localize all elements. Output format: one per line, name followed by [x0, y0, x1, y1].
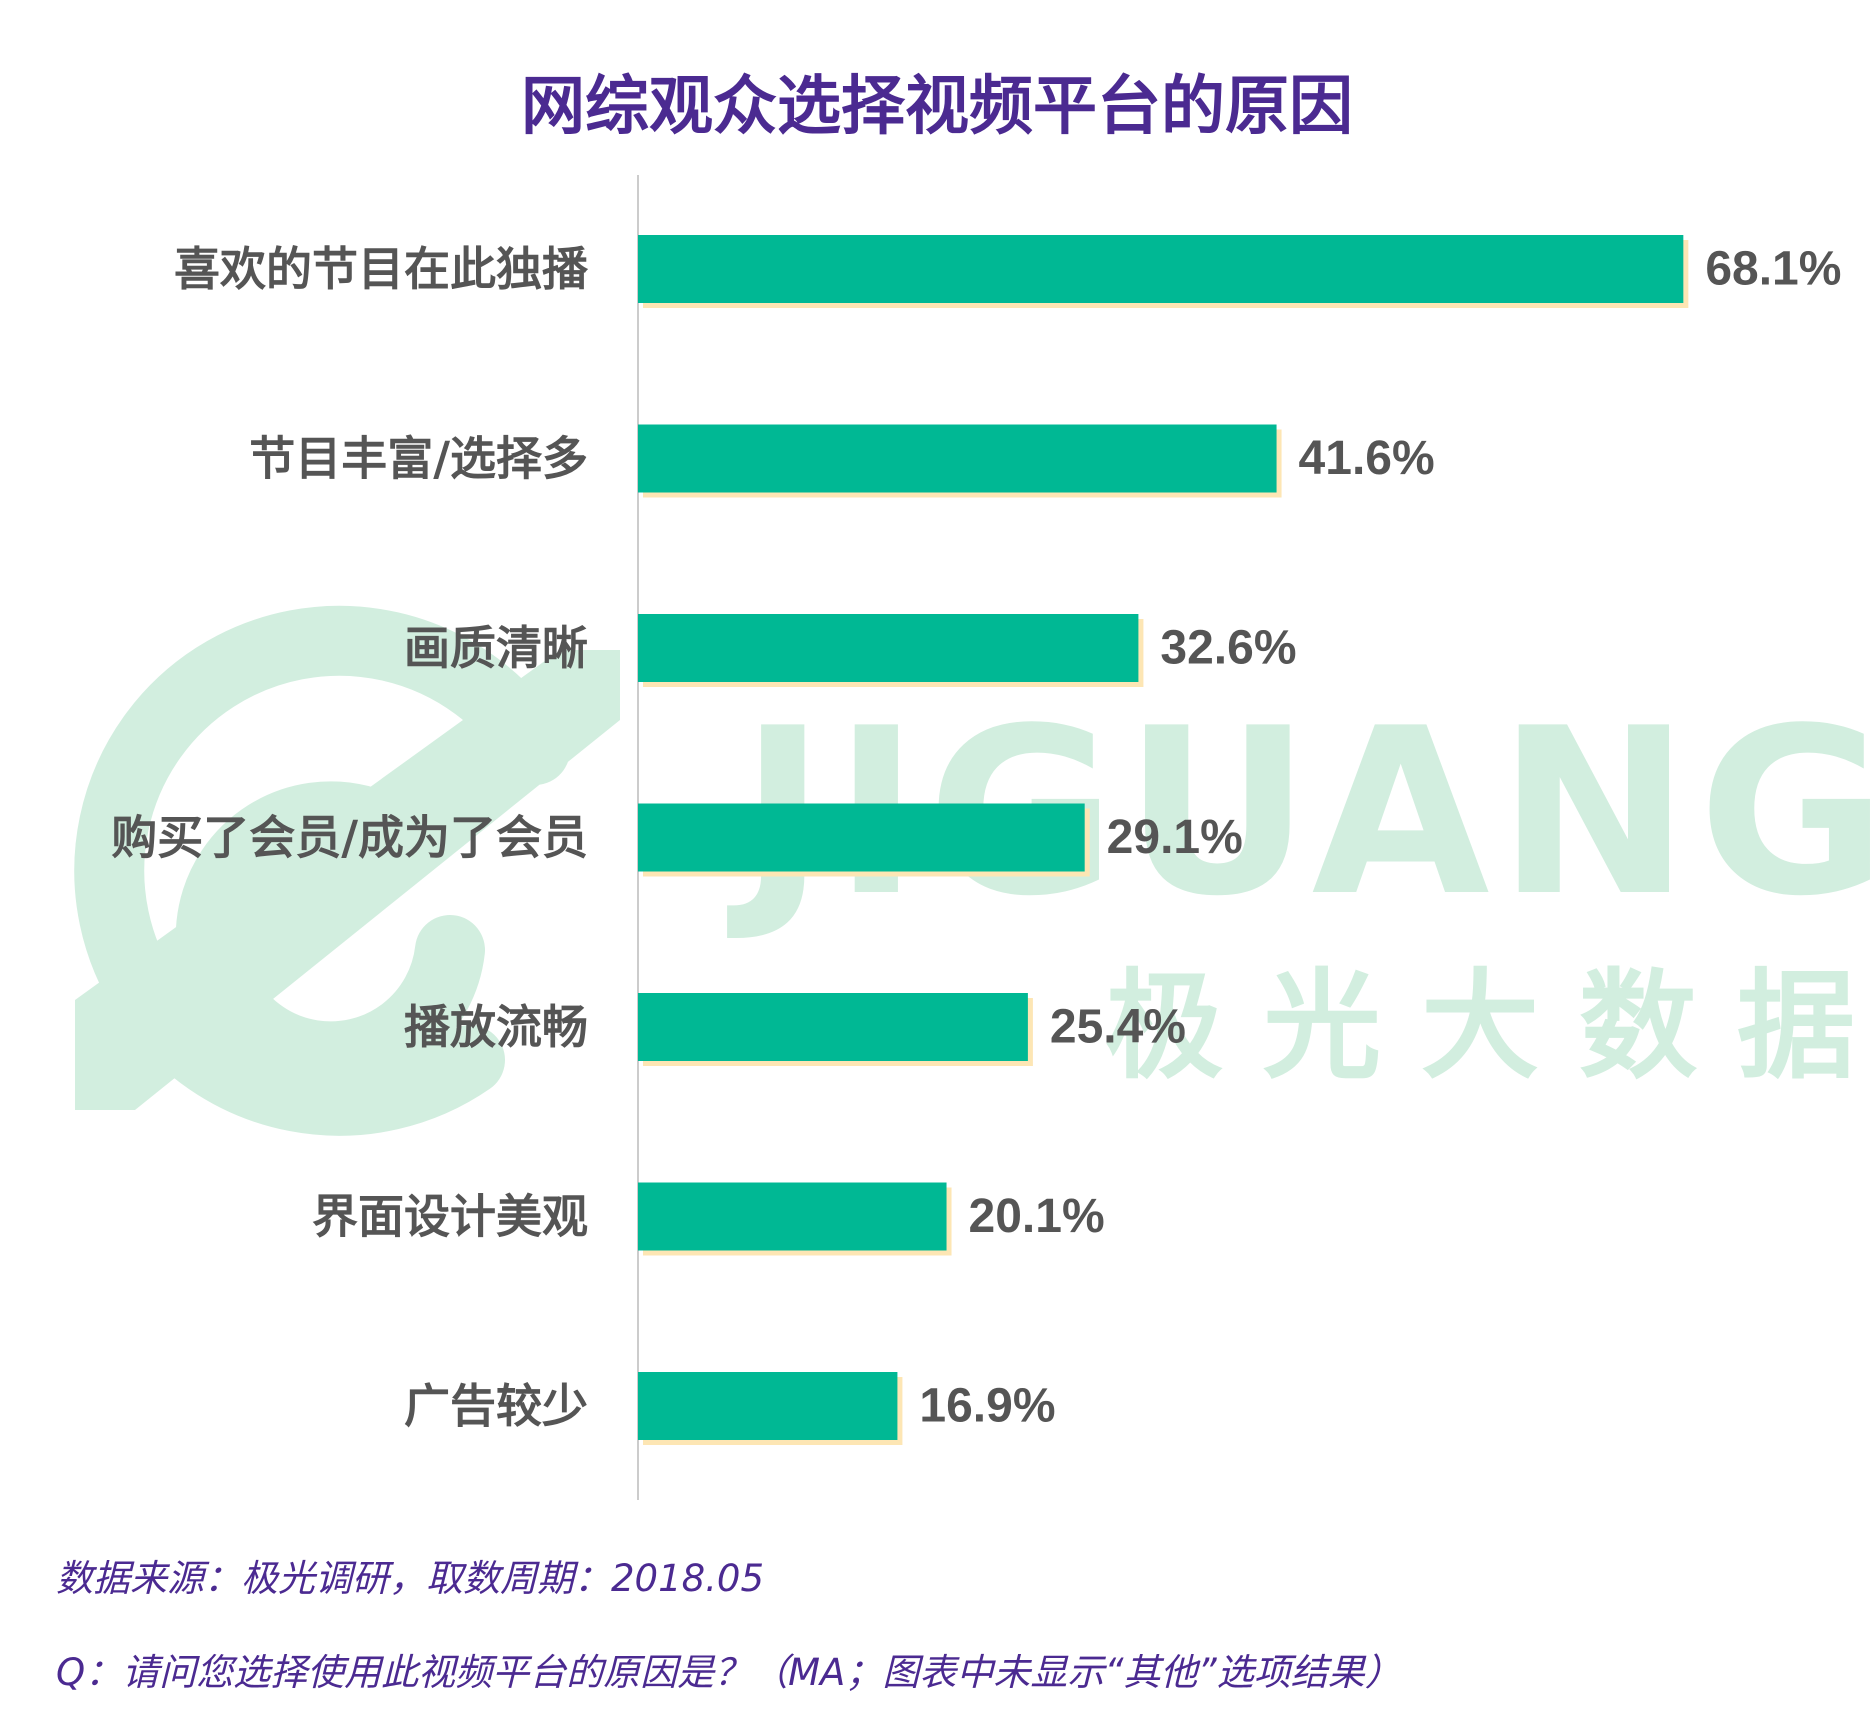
- bar: [638, 235, 1684, 303]
- value-label: 29.1%: [1107, 811, 1243, 864]
- bar: [638, 424, 1277, 493]
- bar: [638, 1372, 898, 1440]
- category-label: 喜欢的节目在此独播: [174, 242, 589, 296]
- bar: [638, 614, 1139, 682]
- value-label: 20.1%: [969, 1190, 1105, 1243]
- bar: [638, 803, 1085, 872]
- value-label: 32.6%: [1160, 622, 1296, 675]
- value-label: 16.9%: [919, 1380, 1055, 1433]
- category-label: 界面设计美观: [312, 1190, 588, 1244]
- category-label: 画质清晰: [404, 621, 588, 675]
- category-label: 广告较少: [404, 1379, 588, 1433]
- bar: [638, 993, 1028, 1061]
- category-label: 播放流畅: [404, 1000, 588, 1054]
- value-label: 68.1%: [1705, 243, 1841, 296]
- bar: [638, 1182, 947, 1251]
- question-note: Q：请问您选择使用此视频平台的原因是？（MA；图表中未显示“其他”选项结果）: [56, 1651, 1402, 1694]
- category-label: 购买了会员/成为了会员: [111, 811, 588, 865]
- chart-title: 网综观众选择视频平台的原因: [521, 70, 1353, 144]
- value-label: 25.4%: [1050, 1001, 1186, 1054]
- category-label: 节目丰富/选择多: [249, 432, 588, 486]
- value-label: 41.6%: [1299, 432, 1435, 485]
- watermark-brand-cn-text: 极光大数据: [1105, 957, 1874, 1095]
- source-note: 数据来源：极光调研，取数周期：2018.05: [56, 1557, 765, 1600]
